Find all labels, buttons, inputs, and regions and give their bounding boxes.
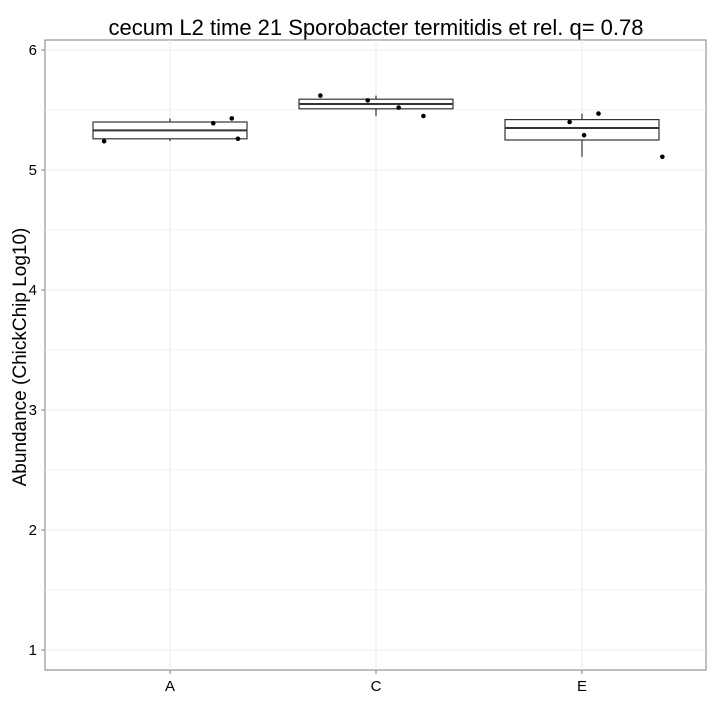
y-tick-label: 1 bbox=[29, 642, 37, 659]
box-body bbox=[504, 118, 660, 141]
y-axis-label: Abundance (ChickChip Log10) bbox=[10, 228, 31, 487]
data-point bbox=[318, 93, 323, 98]
data-point bbox=[101, 138, 107, 144]
y-tick-label: 2 bbox=[29, 522, 37, 539]
data-point bbox=[396, 105, 401, 110]
box-A bbox=[92, 118, 248, 142]
x-tick-label: C bbox=[371, 678, 382, 695]
y-tick-label: 6 bbox=[29, 42, 37, 59]
data-point bbox=[581, 132, 587, 138]
data-point bbox=[596, 111, 601, 116]
data-point bbox=[660, 154, 665, 160]
data-point bbox=[235, 136, 241, 142]
data-points bbox=[101, 93, 665, 160]
x-tick-label: A bbox=[165, 678, 175, 695]
box-E bbox=[504, 113, 660, 157]
box-plots bbox=[92, 95, 660, 157]
data-point bbox=[229, 116, 235, 121]
chart-title: cecum L2 time 21 Sporobacter termitidis … bbox=[109, 15, 644, 40]
data-point bbox=[210, 120, 216, 126]
box-C bbox=[298, 95, 454, 116]
x-tick-label: E bbox=[577, 678, 587, 695]
y-axis: 1 2 3 4 5 6 bbox=[29, 42, 45, 659]
data-point bbox=[567, 119, 572, 125]
y-tick-label: 5 bbox=[29, 162, 37, 179]
y-tick-label: 4 bbox=[29, 282, 37, 299]
data-point bbox=[421, 113, 426, 119]
y-tick-label: 3 bbox=[29, 402, 37, 419]
data-point bbox=[365, 98, 371, 103]
